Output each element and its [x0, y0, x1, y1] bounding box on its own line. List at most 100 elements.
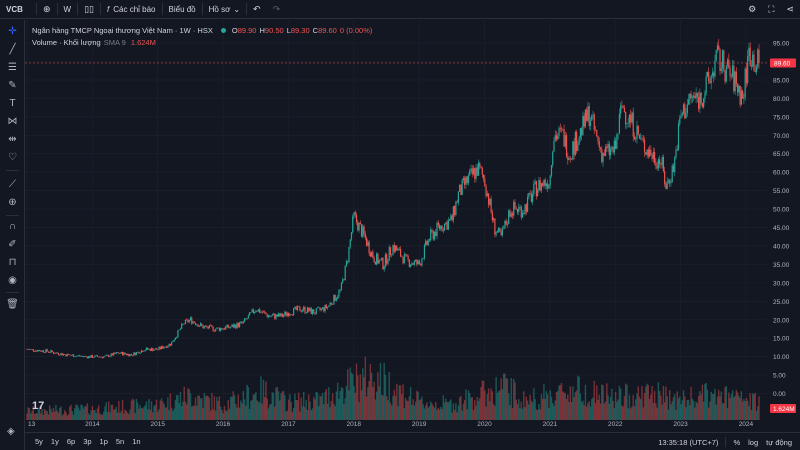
candle-body [70, 355, 72, 356]
fullscreen-button[interactable]: ⛶ [762, 0, 780, 19]
undo-button[interactable]: ↶ [247, 0, 267, 19]
measure-tool[interactable]: ⟋ [0, 175, 25, 193]
trend-line-tool[interactable]: ╱ [0, 40, 25, 58]
object-tree-icon[interactable]: ◈ [7, 426, 15, 437]
log-scale-button[interactable]: log [748, 437, 759, 447]
candle-body [735, 71, 737, 84]
brush-tool[interactable]: ✎ [0, 76, 25, 94]
candle-body [363, 226, 365, 234]
time-axis[interactable]: 13 2014 2015 2016 2017 2018 2019 2020 2021 2022 20… [28, 421, 754, 428]
visibility-tool[interactable]: ◉ [0, 271, 25, 289]
candle-body [679, 118, 681, 124]
add-symbol-button[interactable]: ⊕ [37, 0, 57, 19]
candle-body [60, 353, 62, 356]
percent-scale-button[interactable]: % [733, 437, 741, 447]
volume-bar [204, 396, 207, 420]
volume-bar [61, 415, 63, 420]
price-chart[interactable]: 95.0090.0085.0080.0075.0070.0065.0060.00… [25, 20, 800, 432]
volume-bar [663, 402, 666, 420]
indicators-button[interactable]: f Các chỉ báo [101, 0, 161, 19]
range-1d-button[interactable]: 1n [132, 437, 141, 446]
volume-bar [105, 402, 107, 420]
volume-bar [411, 404, 413, 420]
volume-bar [313, 396, 315, 420]
volume-bar [37, 408, 40, 420]
range-1y-button[interactable]: 1y [50, 437, 59, 446]
range-1m-button[interactable]: 1p [99, 437, 108, 446]
lock-tool[interactable]: ⊓ [0, 253, 25, 271]
volume-bar [608, 403, 611, 420]
remove-drawings-tool[interactable]: 🗑︎ [0, 295, 25, 313]
volume-bar [548, 407, 550, 420]
lock-drawings-tool[interactable]: ✐ [0, 235, 25, 253]
range-3m-button[interactable]: 3p [83, 437, 92, 446]
volume-bar [284, 395, 286, 420]
volume-bar [416, 390, 418, 420]
share-button[interactable]: ⋖ [780, 0, 800, 19]
volume-bar [540, 394, 543, 420]
candle-body [277, 313, 280, 317]
favorites-tool[interactable]: ♡ [0, 148, 25, 166]
auto-scale-button[interactable]: tự động [766, 437, 792, 447]
volume-bar [391, 405, 393, 420]
candle-body [524, 204, 526, 214]
candle-body [613, 140, 615, 153]
candle-type-button[interactable]: ▯▯ [78, 0, 100, 19]
candle-body [567, 156, 569, 160]
chart-type-button[interactable]: Biểu đồ [163, 0, 202, 19]
volume-bar [290, 402, 292, 420]
candle-body [706, 72, 709, 77]
text-tool[interactable]: T [0, 94, 25, 112]
forecast-tool[interactable]: ⇹ [0, 130, 25, 148]
volume-bar [160, 398, 163, 420]
range-5y-button[interactable]: 5y [35, 437, 43, 446]
candle-body [133, 352, 135, 356]
range-6m-button[interactable]: 6p [66, 437, 76, 446]
price-axis[interactable]: 95.0090.0085.0080.0075.0070.0065.0060.00… [773, 41, 790, 398]
candle-body [417, 260, 419, 265]
range-5d-button[interactable]: 5n [115, 437, 125, 446]
candle-body [547, 183, 549, 189]
volume-bar [324, 391, 326, 420]
volume-bar [665, 386, 667, 420]
volume-bar [26, 413, 28, 420]
volume-bar [208, 397, 211, 420]
volume-bar [758, 396, 760, 420]
share-icon: ⋖ [786, 4, 794, 14]
profile-dropdown[interactable]: Hồ sơ ⌄ [203, 0, 246, 19]
volume-legend-label[interactable]: Volume · Khối lượng [32, 37, 101, 47]
candle-body [345, 261, 348, 266]
candle-body [88, 356, 90, 359]
volume-bar [518, 399, 520, 420]
volume-bar [75, 404, 77, 420]
volume-bar [525, 396, 528, 420]
candle-body [270, 316, 272, 317]
candle-body [304, 306, 306, 313]
redo-button[interactable]: ↷ [267, 0, 287, 19]
fib-tool[interactable]: ☰ [0, 58, 25, 76]
volume-bar [726, 408, 729, 420]
volume-bar [716, 396, 719, 420]
volume-bar [333, 403, 335, 420]
volume-bar [613, 407, 616, 420]
volume-bar [452, 403, 455, 420]
volume-bar [258, 402, 261, 420]
sma-label: SMA 9 [103, 37, 126, 47]
candle-body [347, 261, 349, 263]
crosshair-tool[interactable]: ✛ [0, 22, 25, 40]
clock-label[interactable]: 13:35:18 (UTC+7) [658, 437, 719, 447]
legend-title[interactable]: Ngân hàng TMCP Ngoại thương Việt Nam · 1… [32, 25, 213, 35]
volume-bar [218, 396, 221, 420]
tradingview-logo-icon[interactable]: 17 [32, 400, 45, 412]
volume-bar [677, 398, 680, 420]
volume-bars [26, 356, 760, 420]
interval-button[interactable]: W [58, 0, 78, 19]
candle-body [664, 170, 666, 184]
pattern-tool[interactable]: ⋈ [0, 112, 25, 130]
candle-body [474, 168, 476, 179]
symbol-search-button[interactable]: VCB [0, 0, 36, 19]
settings-button[interactable]: ⚙ [742, 0, 762, 19]
volume-bar [246, 384, 248, 420]
magnet-tool[interactable]: ∩ [0, 217, 25, 235]
zoom-tool[interactable]: ⊕ [0, 193, 25, 211]
